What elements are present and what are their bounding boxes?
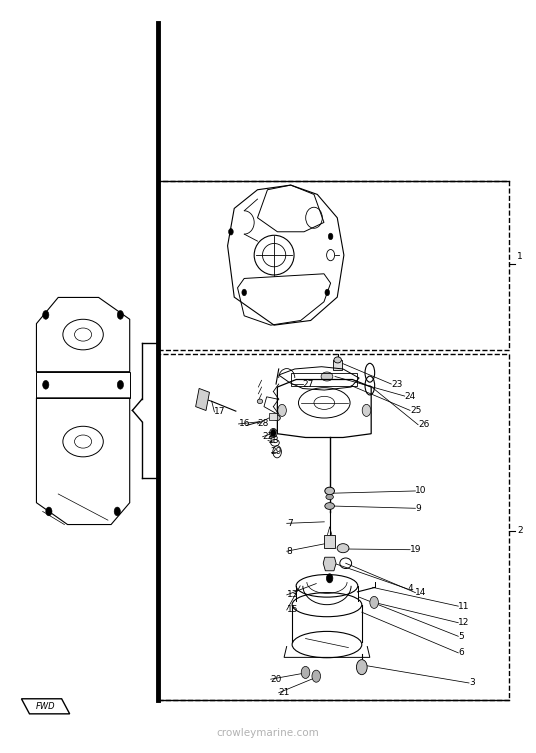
Text: 5: 5: [458, 632, 464, 641]
Text: 25: 25: [410, 406, 421, 415]
Circle shape: [43, 380, 49, 389]
Circle shape: [325, 289, 330, 296]
Ellipse shape: [334, 357, 341, 363]
Text: 4: 4: [407, 584, 413, 593]
Ellipse shape: [326, 494, 333, 500]
Text: FWD: FWD: [36, 702, 55, 711]
Text: 18: 18: [268, 436, 279, 445]
Text: 7: 7: [287, 519, 293, 528]
Bar: [158, 181, 509, 350]
Text: 11: 11: [458, 602, 470, 611]
Circle shape: [356, 660, 367, 675]
Text: 27: 27: [303, 380, 314, 389]
Text: 21: 21: [279, 688, 290, 697]
Text: crowleymarine.com: crowleymarine.com: [217, 728, 319, 738]
Bar: [333, 360, 342, 370]
Circle shape: [328, 233, 333, 239]
Circle shape: [117, 310, 123, 319]
Bar: [324, 535, 335, 548]
Text: 3: 3: [469, 678, 475, 687]
Circle shape: [43, 310, 49, 319]
Circle shape: [362, 404, 371, 416]
Text: 26: 26: [418, 420, 429, 429]
Circle shape: [301, 666, 310, 678]
Text: 1: 1: [517, 252, 523, 261]
Text: 13: 13: [287, 590, 298, 599]
Ellipse shape: [321, 372, 333, 381]
Ellipse shape: [274, 416, 280, 420]
Circle shape: [312, 670, 321, 682]
Text: 6: 6: [458, 648, 464, 657]
Ellipse shape: [325, 487, 334, 495]
Circle shape: [114, 507, 121, 516]
Text: 20: 20: [271, 675, 282, 684]
Circle shape: [271, 429, 276, 437]
Text: 10: 10: [415, 486, 427, 495]
Circle shape: [46, 507, 52, 516]
Text: 22: 22: [263, 432, 274, 441]
Text: 29: 29: [271, 447, 282, 456]
Circle shape: [326, 574, 333, 583]
Bar: [196, 389, 210, 410]
Bar: [158, 354, 509, 700]
Text: 12: 12: [458, 618, 470, 627]
Circle shape: [242, 289, 247, 296]
Text: 24: 24: [405, 392, 416, 401]
Polygon shape: [323, 557, 336, 571]
Text: 28: 28: [257, 419, 269, 428]
Text: 8: 8: [287, 547, 293, 556]
Circle shape: [228, 228, 233, 235]
Circle shape: [278, 404, 286, 416]
Ellipse shape: [257, 399, 263, 404]
Ellipse shape: [325, 503, 334, 509]
Text: 23: 23: [391, 380, 403, 389]
Text: 15: 15: [287, 605, 298, 614]
Text: 17: 17: [214, 407, 226, 416]
Text: 9: 9: [415, 504, 421, 513]
Ellipse shape: [337, 544, 349, 553]
Circle shape: [117, 380, 123, 389]
Bar: [269, 413, 277, 420]
Text: 16: 16: [239, 419, 250, 428]
Text: 2: 2: [517, 526, 523, 535]
Circle shape: [370, 596, 378, 608]
Text: 19: 19: [410, 545, 421, 554]
Text: 14: 14: [415, 588, 427, 597]
